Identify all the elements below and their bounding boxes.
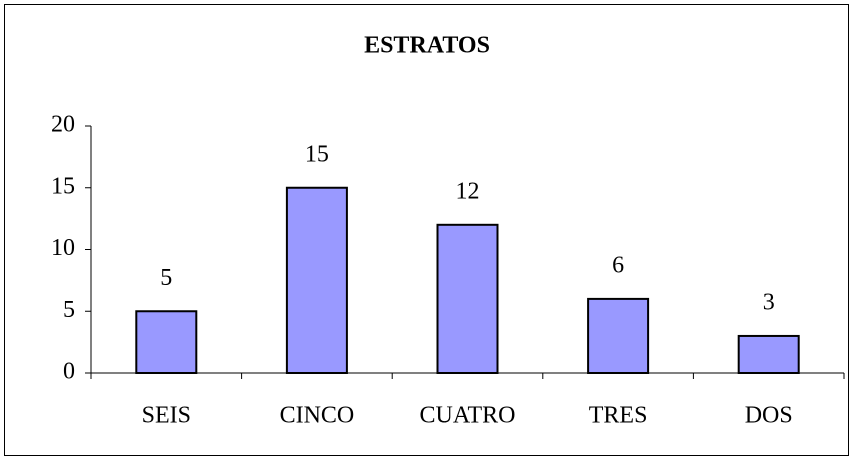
y-tick-label: 5 <box>63 297 75 323</box>
x-tick-label: DOS <box>745 403 793 429</box>
data-label: 15 <box>305 141 329 167</box>
x-tick-label: TRES <box>589 403 648 429</box>
x-tick-label: SEIS <box>142 403 191 429</box>
y-tick-label: 20 <box>51 112 75 138</box>
data-label: 5 <box>160 265 172 291</box>
chart-title: ESTRATOS <box>364 33 490 59</box>
bar <box>135 310 198 374</box>
bar <box>587 297 650 374</box>
chart-frame <box>4 4 849 456</box>
data-label: 12 <box>456 178 480 204</box>
data-label: 6 <box>612 252 624 278</box>
x-tick-label: CUATRO <box>419 403 515 429</box>
data-label: 3 <box>763 289 775 315</box>
y-tick-label: 15 <box>51 173 75 199</box>
y-tick-label: 0 <box>63 359 75 385</box>
bar <box>436 223 499 374</box>
y-tick-label: 10 <box>51 235 75 261</box>
x-tick-label: CINCO <box>280 403 355 429</box>
bar <box>285 186 348 374</box>
bar <box>737 334 800 375</box>
